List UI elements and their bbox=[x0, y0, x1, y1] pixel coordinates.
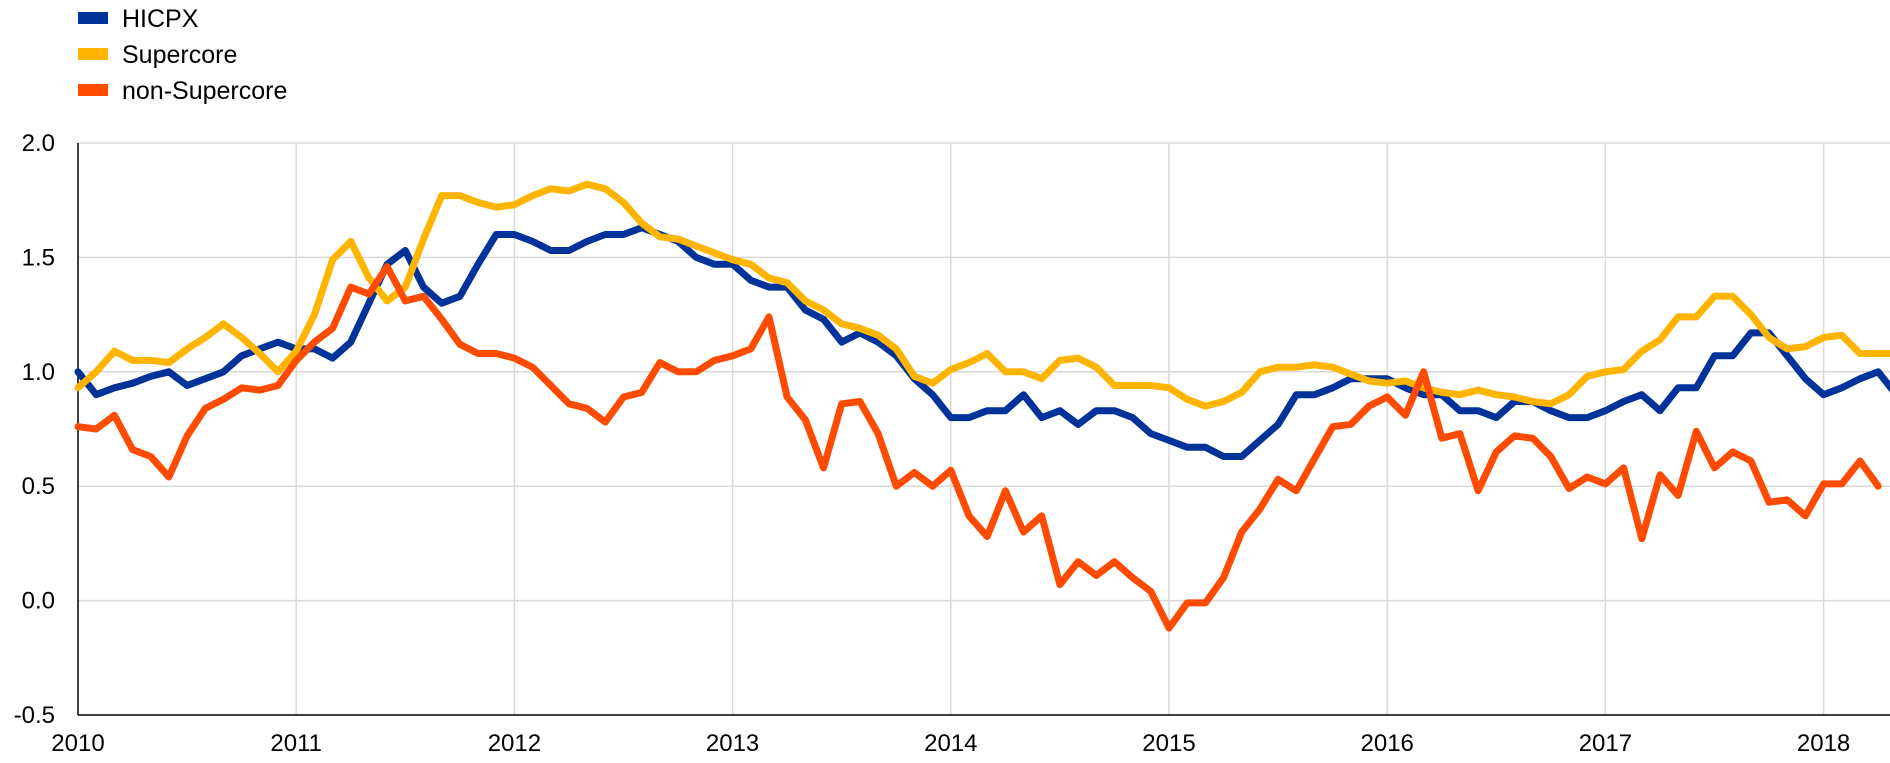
x-tick-label: 2017 bbox=[1579, 730, 1632, 757]
legend-item: Supercore bbox=[78, 41, 237, 69]
legend-swatch bbox=[78, 84, 108, 96]
x-tick-label: 2011 bbox=[270, 730, 322, 757]
legend: HICPX Supercore non-Supercore bbox=[78, 5, 287, 105]
series-line-supercore bbox=[74, 180, 1890, 410]
x-tick-label: 2016 bbox=[1361, 730, 1414, 757]
legend-swatch bbox=[78, 48, 108, 60]
x-tick-label: 2013 bbox=[706, 730, 759, 757]
y-tick-label: 1.5 bbox=[22, 244, 55, 271]
legend-item: non-Supercore bbox=[78, 77, 287, 105]
series-lines bbox=[74, 180, 1890, 632]
y-tick-label: 0.5 bbox=[22, 473, 55, 500]
legend-item: HICPX bbox=[78, 5, 199, 33]
x-tick-label: 2010 bbox=[51, 730, 104, 757]
legend-swatch bbox=[78, 12, 108, 24]
y-tick-label: 2.0 bbox=[22, 130, 55, 157]
axes bbox=[77, 143, 1890, 716]
series-line-non-supercore bbox=[74, 263, 1882, 632]
y-tick-label: 0.0 bbox=[22, 588, 55, 615]
x-tick-label: 2014 bbox=[924, 730, 977, 757]
series-line-hicpx bbox=[74, 224, 1890, 460]
y-tick-label: -0.5 bbox=[14, 702, 55, 729]
x-tick-label: 2015 bbox=[1142, 730, 1195, 757]
legend-label: Supercore bbox=[122, 41, 237, 69]
y-tick-label: 1.0 bbox=[22, 359, 55, 386]
x-tick-label: 2012 bbox=[488, 730, 541, 757]
legend-label: non-Supercore bbox=[122, 77, 287, 105]
grid bbox=[78, 142, 1890, 715]
legend-label: HICPX bbox=[122, 5, 199, 33]
x-tick-label: 2018 bbox=[1797, 730, 1850, 757]
